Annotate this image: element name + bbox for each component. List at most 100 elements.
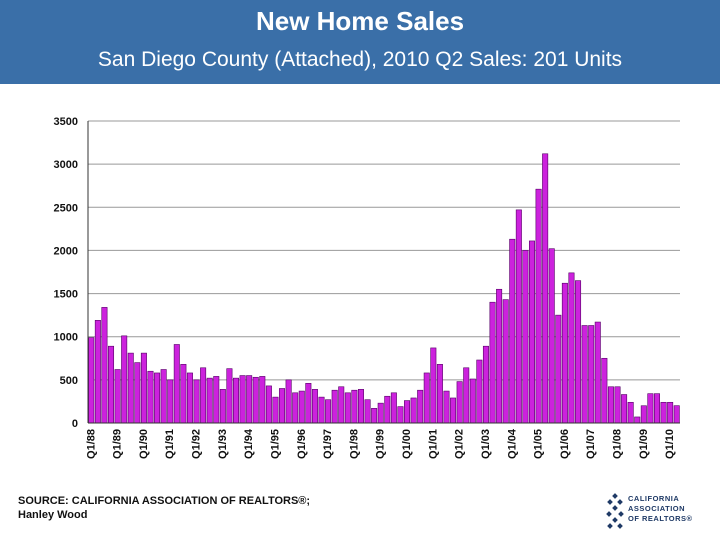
bar — [305, 383, 312, 424]
bar — [233, 377, 239, 424]
bar — [575, 280, 582, 424]
bar — [279, 388, 286, 424]
bar — [482, 345, 489, 424]
bar — [627, 401, 634, 424]
bar — [542, 153, 549, 424]
x-tick-label: Q1/06 — [559, 429, 571, 459]
bar — [167, 379, 174, 424]
x-tick-label: Q1/10 — [664, 429, 676, 459]
bar — [311, 389, 318, 424]
bar — [344, 392, 351, 424]
x-tick-labels: Q1/88 Q1/89 Q1/90 Q1/91 Q1/92 Q1/93 Q1/94 Q1/95… — [85, 428, 676, 459]
bar — [173, 344, 180, 424]
bar — [529, 240, 535, 424]
logo-text: CALIFORNIA ASSOCIATION OF REALTORS® — [628, 494, 693, 523]
x-tick-label: Q1/05 — [533, 429, 545, 459]
bar — [561, 282, 568, 424]
bar — [140, 352, 147, 424]
bar — [108, 345, 115, 424]
bar — [404, 400, 411, 424]
bar — [193, 379, 200, 424]
bar — [469, 378, 476, 424]
x-tick-label: Q1/92 — [191, 429, 203, 459]
bar — [272, 396, 279, 424]
title-banner: New Home Sales San Diego County (Attache… — [0, 0, 720, 84]
bar — [450, 397, 457, 424]
bar — [417, 389, 424, 424]
x-tick-label: Q1/91 — [164, 429, 176, 459]
x-tick-label: Q1/09 — [638, 429, 650, 459]
y-tick-label: 500 — [60, 375, 78, 387]
bar — [410, 397, 417, 424]
bar — [588, 325, 595, 424]
bar — [88, 337, 95, 424]
bar — [614, 386, 621, 424]
bar — [246, 375, 253, 424]
bar — [443, 390, 450, 424]
bar — [535, 188, 542, 424]
axes — [87, 121, 680, 424]
bar — [640, 405, 647, 424]
bar — [265, 385, 272, 424]
bar — [121, 335, 128, 424]
bar — [357, 389, 364, 424]
x-tick-label: Q1/93 — [217, 429, 229, 459]
bar — [200, 367, 207, 424]
x-tick-label: Q1/95 — [269, 429, 281, 459]
bar — [213, 376, 220, 424]
bar — [127, 352, 134, 424]
x-tick-label: Q1/89 — [112, 429, 124, 459]
bar — [568, 272, 575, 424]
bar — [285, 379, 292, 424]
bar — [509, 238, 516, 424]
page-subtitle: San Diego County (Attached), 2010 Q2 Sal… — [97, 48, 623, 71]
bar — [292, 392, 299, 424]
y-tick-label: 1500 — [54, 289, 78, 301]
bar — [502, 299, 509, 424]
y-tick-labels: 0 500 1000 1500 2000 2500 3000 3500 — [54, 116, 78, 430]
bar — [647, 393, 654, 424]
bar — [397, 406, 404, 424]
bar — [377, 402, 384, 424]
y-tick-label: 3000 — [54, 159, 78, 171]
bar — [594, 321, 601, 424]
bar — [522, 250, 529, 424]
bar — [101, 307, 108, 424]
bar — [601, 357, 608, 424]
bar — [463, 367, 470, 424]
bar — [555, 314, 562, 424]
bar — [634, 416, 641, 424]
bar — [607, 386, 614, 424]
bar — [160, 369, 167, 424]
y-tick-label: 0 — [72, 418, 78, 430]
x-tick-label: Q1/88 — [85, 429, 97, 459]
x-tick-label: Q1/96 — [296, 429, 308, 459]
bar — [581, 325, 588, 424]
y-tick-label: 1000 — [54, 332, 78, 344]
car-logo: CALIFORNIA ASSOCIATION OF REALTORS® — [604, 492, 716, 534]
x-tick-label: Q1/01 — [427, 429, 439, 459]
source-note: SOURCE: CALIFORNIA ASSOCIATION OF REALTO… — [18, 494, 438, 522]
bar — [338, 386, 345, 424]
bar — [430, 347, 437, 424]
bar — [219, 389, 226, 424]
source-line-2: Hanley Wood — [18, 509, 88, 521]
y-tick-label: 3500 — [54, 116, 78, 128]
bar — [456, 381, 463, 424]
x-tick-label: Q1/98 — [348, 429, 360, 459]
y-tick-label: 2000 — [54, 245, 78, 257]
x-tick-label: Q1/04 — [506, 428, 518, 459]
bar — [226, 368, 233, 424]
bar — [673, 405, 680, 424]
x-tick-label: Q1/97 — [322, 429, 334, 459]
source-line-1: SOURCE: CALIFORNIA ASSOCIATION OF REALTO… — [18, 495, 311, 507]
bar — [384, 395, 391, 424]
bar — [331, 389, 338, 424]
x-tick-label: Q1/07 — [585, 429, 597, 459]
bar — [147, 370, 154, 424]
bar — [489, 301, 496, 424]
x-tick-label: Q1/02 — [454, 429, 466, 459]
bar — [515, 209, 522, 424]
bar — [134, 362, 141, 424]
